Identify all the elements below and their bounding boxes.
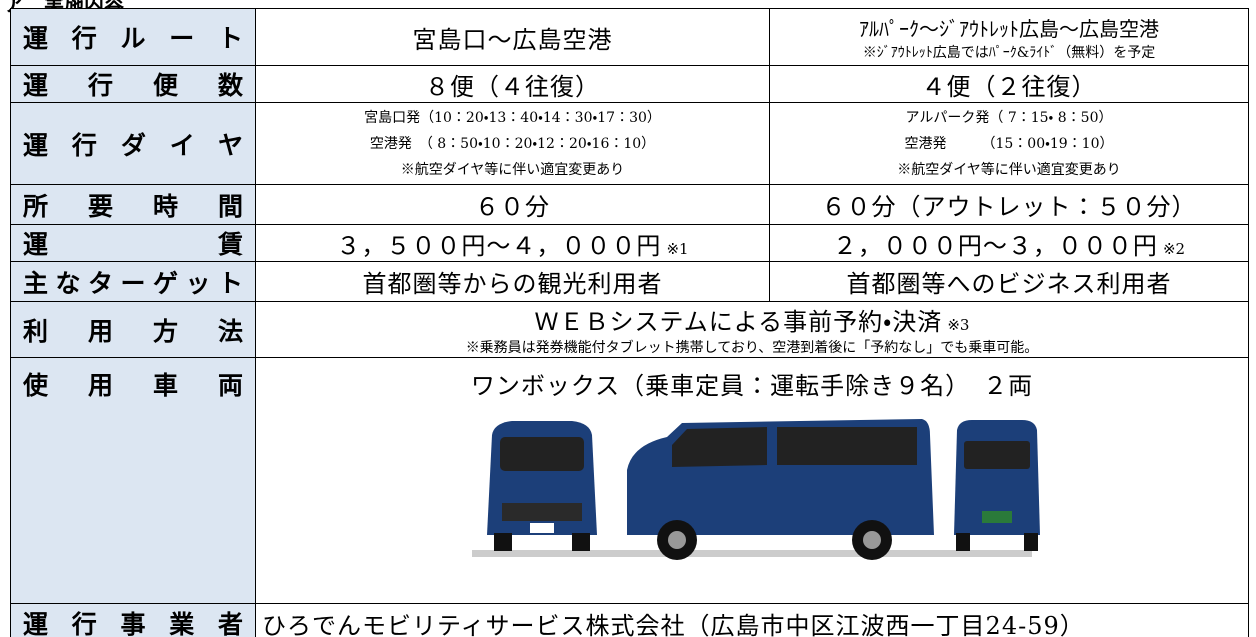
cell: ３，５００円〜４，０００円 ※1 xyxy=(255,224,770,262)
vehicle-illustration xyxy=(472,419,1040,560)
plan-table: 運行ルート 宮島口〜広島空港 ｱﾙﾊﾟｰｸ〜ｼﾞｱｳﾄﾚｯﾄ広島〜広島空港 ※ｼﾞ… xyxy=(10,8,1249,637)
row-label: 主なターゲット xyxy=(10,261,256,302)
cell-mark: ※1 xyxy=(666,239,689,258)
cell-text: ６０分（アウトレット：５０分） xyxy=(821,193,1197,221)
cell-line: アルパーク発（ 7：15・ 8：50） xyxy=(905,109,1113,126)
cell: アルパーク発（ 7：15・ 8：50） 空港発 （15：00・19：10） ※航空ダ… xyxy=(769,102,1249,185)
row-label: 運賃 xyxy=(10,224,256,262)
row-label: 使用車両 xyxy=(10,357,256,604)
cell: 宮島口〜広島空港 xyxy=(255,8,770,66)
cell-mark: ※2 xyxy=(1162,239,1186,258)
cell-text: 首都圏等からの観光利用者 xyxy=(362,270,663,298)
cell-text: ６０分 xyxy=(475,193,550,221)
row-label: 運行事業者 xyxy=(10,603,256,637)
cell-mark: ※3 xyxy=(947,316,970,334)
cell: ひろでんモビリティサービス株式会社（広島市中区江波西一丁目24-59） xyxy=(255,603,1249,637)
cell-text: ４便（２往復） xyxy=(921,72,1097,101)
cell-line: ※航空ダイヤ等に伴い適宜変更あり xyxy=(400,161,625,178)
cell: ワンボックス（乗車定員：運転手除き９名） ２両 xyxy=(255,357,1249,604)
cell: 首都圏等からの観光利用者 xyxy=(255,261,770,302)
cell: 首都圏等へのビジネス利用者 xyxy=(769,261,1249,302)
cell: ６０分（アウトレット：５０分） xyxy=(769,184,1249,225)
cell-note: ※ｼﾞｱｳﾄﾚｯﾄ広島ではﾊﾟｰｸ&ﾗｲﾄﾞ（無料）を予定 xyxy=(862,44,1156,61)
cell-text: ひろでんモビリティサービス株式会社（広島市中区江波西一丁目24-59） xyxy=(262,611,1085,637)
row-label: 利用方法 xyxy=(10,301,256,358)
cell: ４便（２往復） xyxy=(769,65,1249,103)
cell: ｱﾙﾊﾟｰｸ〜ｼﾞｱｳﾄﾚｯﾄ広島〜広島空港 ※ｼﾞｱｳﾄﾚｯﾄ広島ではﾊﾟｰｸ&… xyxy=(769,8,1249,66)
row-label: 運行ルート xyxy=(10,8,256,66)
cell-text: ｱﾙﾊﾟｰｸ〜ｼﾞｱｳﾄﾚｯﾄ広島〜広島空港 xyxy=(859,16,1159,41)
cell-line: 空港発 （ 8：50・10：20・12：20・16：10） xyxy=(369,135,656,152)
cell-text: ３，５００円〜４，０００円 xyxy=(336,231,662,260)
cell: ＷＥＢシステムによる事前予約・決済 ※3 ※乗務員は発券機能付タブレット携帯してお… xyxy=(255,301,1249,358)
cell: 宮島口発（10：20・13：40・14：30・17：30） 空港発 （ 8：50・… xyxy=(255,102,770,185)
cell-text: ２，０００円〜３，０００円 xyxy=(832,231,1158,260)
row: 運行ルート 宮島口〜広島空港 ｱﾙﾊﾟｰｸ〜ｼﾞｱｳﾄﾚｯﾄ広島〜広島空港 ※ｼﾞ… xyxy=(10,8,1249,66)
cell-text: 宮島口〜広島空港 xyxy=(412,25,613,54)
cell: ２，０００円〜３，０００円 ※2 xyxy=(769,224,1249,262)
cell-text: ワンボックス（乗車定員：運転手除き９名） ２両 xyxy=(470,372,1034,400)
cell-line: ※航空ダイヤ等に伴い適宜変更あり xyxy=(897,161,1121,178)
cell-text: ＷＥＢシステムによる事前予約・決済 xyxy=(534,308,943,336)
cell-line: 空港発 （15：00・19：10） xyxy=(904,135,1114,152)
row-label: 所要時間 xyxy=(10,184,256,225)
cell-text: 首都圏等へのビジネス利用者 xyxy=(846,270,1172,298)
cell-text: ８便（４往復） xyxy=(425,72,600,101)
cell-line: 宮島口発（10：20・13：40・14：30・17：30） xyxy=(364,109,661,126)
cell: ６０分 xyxy=(255,184,770,225)
cell: ８便（４往復） xyxy=(255,65,770,103)
cell-note: ※乗務員は発券機能付タブレット携帯しており、空港到着後に「予約なし」でも乗車可能… xyxy=(465,340,1039,356)
row-label: 運行便数 xyxy=(10,65,256,103)
row-label: 運行ダイヤ xyxy=(10,102,256,185)
